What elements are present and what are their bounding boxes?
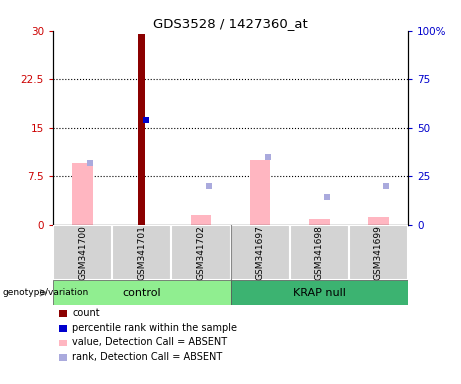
Bar — [59, 325, 67, 332]
Text: rank, Detection Call = ABSENT: rank, Detection Call = ABSENT — [72, 352, 223, 362]
Point — [383, 183, 390, 189]
Text: percentile rank within the sample: percentile rank within the sample — [72, 323, 237, 333]
Text: control: control — [123, 288, 161, 298]
Bar — [190, 215, 211, 225]
Text: GSM341700: GSM341700 — [78, 225, 87, 280]
Bar — [349, 225, 408, 280]
Bar — [72, 163, 93, 225]
Point — [205, 183, 213, 189]
Bar — [250, 160, 271, 225]
Text: GSM341699: GSM341699 — [374, 225, 383, 280]
Bar — [59, 354, 67, 361]
Bar — [53, 280, 230, 305]
Bar — [309, 220, 330, 225]
Point — [264, 154, 272, 160]
Point — [87, 159, 94, 166]
Bar — [59, 310, 67, 317]
Title: GDS3528 / 1427360_at: GDS3528 / 1427360_at — [153, 17, 308, 30]
Text: GSM341702: GSM341702 — [196, 225, 206, 280]
Bar — [230, 280, 408, 305]
Bar — [53, 225, 112, 280]
Text: value, Detection Call = ABSENT: value, Detection Call = ABSENT — [72, 337, 227, 347]
Bar — [230, 225, 290, 280]
Bar — [171, 225, 230, 280]
Text: GSM341697: GSM341697 — [255, 225, 265, 280]
Point — [142, 117, 149, 123]
Point — [323, 194, 331, 200]
Bar — [290, 225, 349, 280]
Text: count: count — [72, 308, 100, 318]
Bar — [368, 217, 389, 225]
Bar — [59, 339, 67, 346]
Text: KRAP null: KRAP null — [293, 288, 346, 298]
Text: genotype/variation: genotype/variation — [2, 288, 89, 297]
Text: GSM341698: GSM341698 — [315, 225, 324, 280]
Bar — [112, 225, 171, 280]
Text: GSM341701: GSM341701 — [137, 225, 146, 280]
Bar — [138, 34, 145, 225]
